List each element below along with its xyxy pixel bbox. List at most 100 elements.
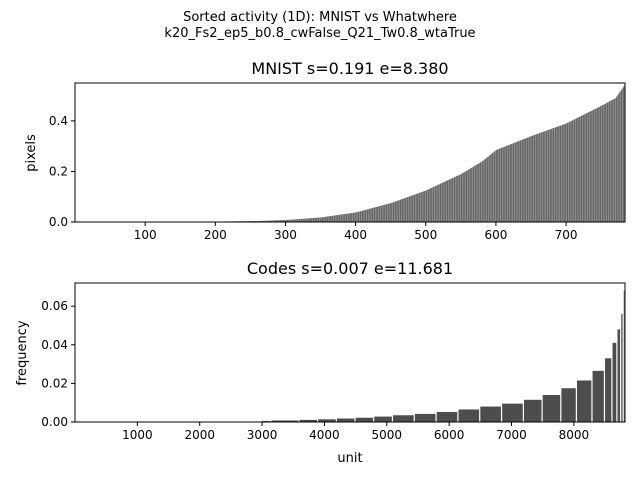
mnist-bar (578, 117, 579, 222)
mnist-bar (589, 111, 591, 222)
mnist-bar (587, 112, 588, 222)
mnist-bar (399, 200, 400, 222)
mnist-bar (558, 126, 559, 222)
mnist-bar (559, 125, 560, 222)
mnist-bar (270, 220, 272, 222)
mnist-bar (480, 162, 482, 222)
mnist-bar (284, 220, 286, 222)
mnist-bar (553, 127, 555, 222)
mnist-bar (319, 217, 320, 222)
codes-bar (617, 329, 621, 422)
mnist-bar (495, 149, 497, 222)
mnist-bar (340, 214, 341, 222)
mnist-bar (383, 205, 384, 222)
mnist-panel: MNIST s=0.191 e=8.380 100 200 300 400 500 600… (24, 59, 626, 242)
mnist-bar (340, 214, 342, 222)
mnist-bar (296, 219, 297, 222)
mnist-bar (521, 139, 523, 222)
mnist-bar (346, 213, 348, 222)
mnist-bar (302, 218, 303, 222)
mnist-bar (554, 127, 555, 222)
mnist-bar (478, 163, 480, 222)
codes-ytick-label: 0.04 (41, 338, 68, 352)
mnist-bar (304, 218, 306, 222)
mnist-bar (427, 189, 429, 222)
codes-title: Codes s=0.007 e=11.681 (247, 259, 453, 278)
mnist-bar (588, 112, 590, 222)
mnist-bar (451, 178, 452, 222)
mnist-bar (449, 179, 451, 222)
mnist-bar (539, 133, 541, 222)
mnist-xtick-label: 100 (134, 228, 157, 242)
mnist-bar (491, 153, 493, 222)
mnist-xtick-label: 600 (484, 228, 507, 242)
mnist-bar (383, 204, 385, 222)
codes-bar (542, 394, 561, 422)
mnist-bar (318, 217, 320, 222)
mnist-bar (336, 215, 337, 222)
mnist-bar (574, 119, 576, 222)
mnist-bar (416, 193, 418, 222)
mnist-bar (537, 133, 538, 222)
mnist-bar (258, 220, 259, 222)
mnist-bar (401, 199, 402, 222)
mnist-bar (434, 186, 435, 222)
mnist-bar (466, 170, 468, 222)
mnist-bar (397, 200, 399, 222)
mnist-bar (437, 184, 439, 222)
mnist-bar (258, 220, 260, 222)
codes-ytick-label: 0.06 (41, 299, 68, 313)
mnist-bar (392, 202, 394, 222)
mnist-bar (371, 208, 373, 222)
mnist-bar (446, 180, 447, 222)
mnist-bar (437, 185, 438, 222)
mnist-bar (582, 114, 584, 222)
mnist-bar (592, 110, 593, 222)
mnist-bar (532, 135, 534, 222)
mnist-bar (307, 218, 308, 222)
mnist-bar (474, 165, 475, 222)
mnist-bar (452, 177, 454, 222)
mnist-bar (518, 141, 519, 222)
mnist-bar (257, 220, 259, 222)
mnist-bar (293, 219, 295, 222)
mnist-bar (321, 217, 322, 222)
mnist-bar (405, 197, 407, 222)
mnist-bar (467, 170, 468, 222)
mnist-bar (621, 89, 623, 222)
mnist-bar (305, 218, 307, 222)
mnist-bar (372, 207, 374, 222)
mnist-bar (377, 206, 378, 222)
mnist-bar (286, 219, 287, 222)
mnist-bar (619, 92, 621, 223)
mnist-bar (568, 122, 570, 222)
mnist-bar (517, 141, 518, 222)
mnist-bar (509, 144, 510, 222)
mnist-bar (281, 220, 282, 222)
mnist-bar (441, 182, 443, 222)
mnist-bar (552, 128, 554, 222)
mnist-bar (604, 104, 605, 222)
mnist-bar (259, 220, 261, 222)
codes-ylabel: frequency (15, 320, 30, 386)
mnist-bar (272, 220, 274, 222)
mnist-bar (432, 187, 434, 222)
mnist-bar (547, 130, 549, 222)
mnist-bar (552, 128, 553, 222)
mnist-bar (404, 197, 406, 222)
mnist-bar (269, 220, 270, 222)
mnist-bar (470, 168, 472, 222)
mnist-bar (491, 153, 492, 222)
mnist-bar (530, 136, 531, 222)
mnist-bar (406, 197, 408, 222)
mnist-bar (402, 198, 404, 222)
mnist-bar (411, 195, 413, 222)
mnist-bar (545, 131, 546, 222)
mnist-bar (310, 218, 311, 222)
codes-bar (523, 399, 542, 422)
mnist-bar (594, 108, 596, 222)
mnist-bar (502, 147, 503, 222)
mnist-bar (512, 143, 513, 222)
mnist-bar (582, 115, 583, 222)
